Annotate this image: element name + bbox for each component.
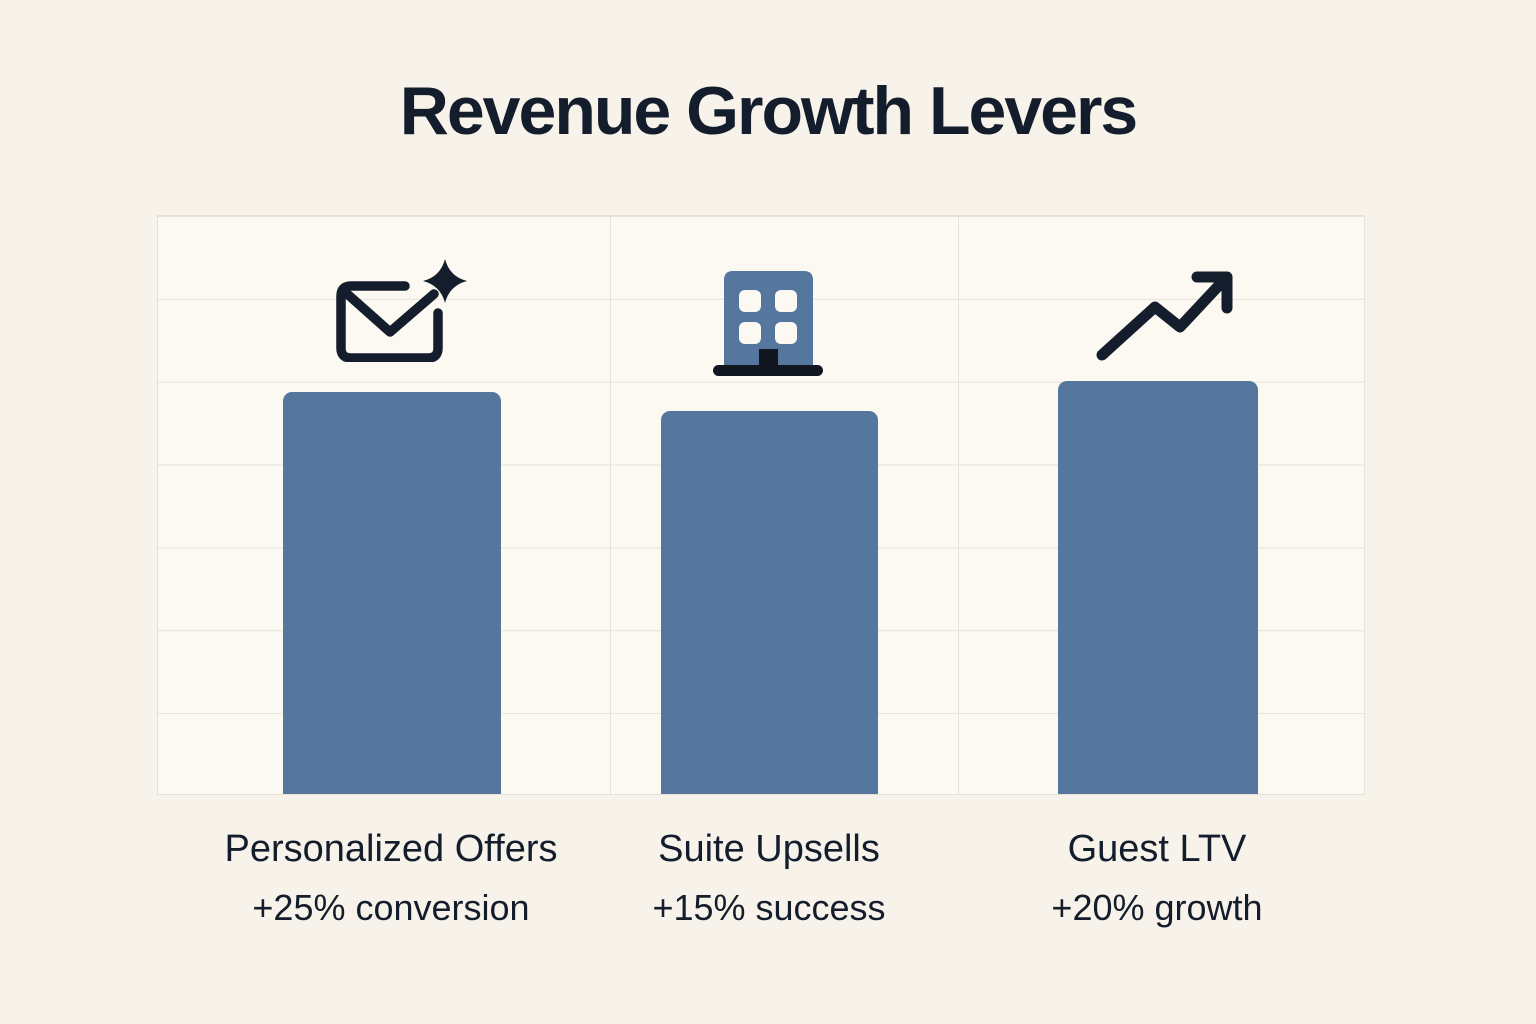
- chart-title: Revenue Growth Levers: [399, 73, 1138, 149]
- bar-guest-ltv: [1058, 381, 1258, 794]
- value-label: +15% success: [652, 887, 886, 928]
- bar-personalized-offers: [283, 392, 501, 794]
- bar-label-group: Guest LTV +20% growth: [907, 830, 1407, 926]
- category-label: Guest LTV: [1067, 828, 1247, 870]
- grid-vertical-line: [958, 216, 959, 794]
- bar-suite-upsells: [661, 411, 878, 794]
- trend-up-arrow-icon: [1093, 263, 1235, 363]
- mail-sparkle-icon: [333, 256, 467, 362]
- category-label: Personalized Offers: [224, 828, 558, 870]
- building-icon: [711, 264, 825, 378]
- category-label: Suite Upsells: [658, 828, 880, 870]
- value-label: +25% conversion: [252, 887, 530, 928]
- bar-label-group: Personalized Offers +25% conversion: [141, 830, 641, 926]
- bar-label-group: Suite Upsells +15% success: [519, 830, 1019, 926]
- grid-vertical-line: [610, 216, 611, 794]
- value-label: +20% growth: [1051, 887, 1263, 928]
